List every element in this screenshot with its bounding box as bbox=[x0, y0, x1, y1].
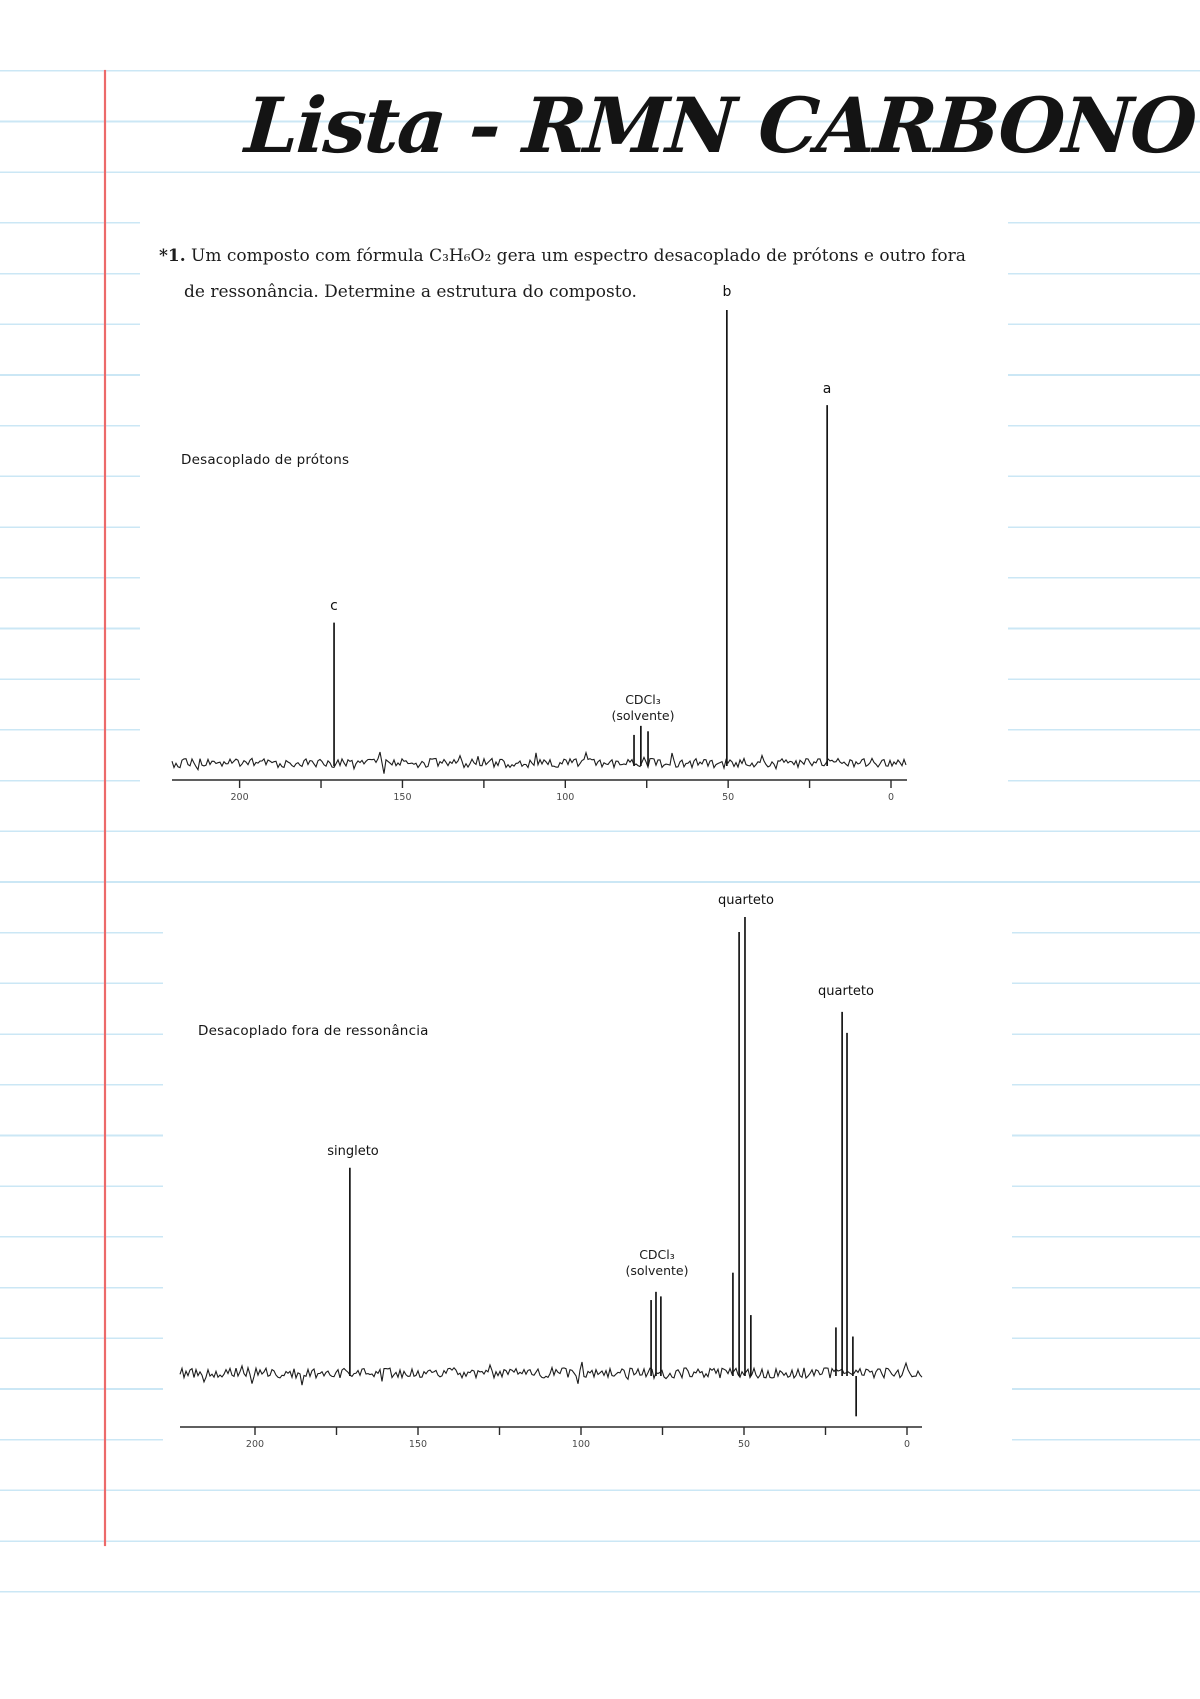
margin-line bbox=[104, 70, 106, 1546]
peak-label-quartet-b: quarteto bbox=[718, 893, 774, 908]
svg-text:100: 100 bbox=[556, 792, 574, 803]
proton-decoupled-spectrum-plot: 200 150 100 50 0 bbox=[171, 310, 907, 803]
svg-text:0: 0 bbox=[904, 1439, 910, 1450]
svg-text:200: 200 bbox=[246, 1439, 264, 1450]
svg-text:50: 50 bbox=[738, 1439, 750, 1450]
spectrum1-caption: Desacoplado de prótons bbox=[181, 452, 350, 468]
solvent-note: (solvente) bbox=[625, 1263, 689, 1278]
svg-text:50: 50 bbox=[722, 792, 734, 803]
problem-statement-line2: de ressonância. Determine a estrutura do… bbox=[184, 282, 637, 302]
svg-text:150: 150 bbox=[409, 1439, 427, 1450]
spectrum2-caption: Desacoplado fora de ressonância bbox=[198, 1023, 429, 1039]
off-resonance-spectrum-plot: 200 150 100 50 0 bbox=[179, 917, 923, 1450]
svg-text:150: 150 bbox=[393, 792, 411, 803]
solvent-note: (solvente) bbox=[611, 708, 675, 723]
svg-text:0: 0 bbox=[888, 792, 894, 803]
solvent-label-spectrum2: CDCl₃ (solvente) bbox=[626, 1247, 689, 1279]
problem-text-line1: Um composto com fórmula C₃H₆O₂ gera um e… bbox=[191, 246, 966, 266]
solvent-formula: CDCl₃ bbox=[639, 1247, 675, 1262]
peak-label-singlet: singleto bbox=[327, 1144, 379, 1159]
pasted-exercise-sheet bbox=[140, 198, 1008, 812]
solvent-label-spectrum1: CDCl₃ (solvente) bbox=[612, 692, 675, 724]
problem-statement-line1: *1. Um composto com fórmula C₃H₆O₂ gera … bbox=[159, 246, 966, 266]
svg-text:200: 200 bbox=[231, 792, 249, 803]
svg-text:100: 100 bbox=[572, 1439, 590, 1450]
peak-label-quartet-a: quarteto bbox=[818, 984, 874, 999]
peak-label-c: c bbox=[330, 598, 338, 614]
solvent-formula: CDCl₃ bbox=[625, 692, 661, 707]
problem-number: *1. bbox=[159, 246, 186, 266]
peak-label-b: b bbox=[722, 284, 732, 300]
peak-label-a: a bbox=[822, 381, 832, 397]
